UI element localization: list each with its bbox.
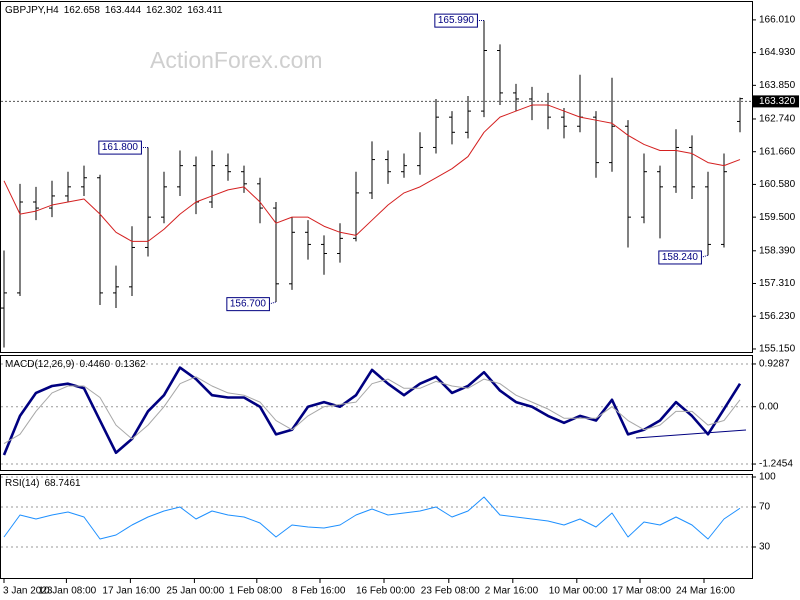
annotation-connector bbox=[700, 254, 709, 258]
header-value: 0.4460 bbox=[79, 359, 110, 370]
panel-title: MACD(12,26,9) bbox=[5, 359, 74, 370]
trend-line bbox=[635, 429, 747, 439]
annotation-label: 158.240 bbox=[662, 252, 699, 263]
y-tick-label: 162.740 bbox=[759, 114, 796, 125]
panel-title: RSI(14) bbox=[5, 478, 39, 489]
y-tick-label: -1.2454 bbox=[759, 459, 793, 470]
y-tick-label: 30 bbox=[759, 542, 771, 553]
x-tick-label: 23 Feb 08:00 bbox=[421, 586, 480, 597]
y-tick-label: 156.230 bbox=[759, 311, 796, 322]
header-value: 163.444 bbox=[105, 5, 142, 16]
annotation-label: 161.800 bbox=[102, 142, 139, 153]
series-line bbox=[3, 104, 741, 242]
panel-header: GBPJPY,H4 162.658 163.444 162.302 163.411 bbox=[5, 5, 223, 16]
rsi-panel-frame bbox=[0, 474, 753, 579]
watermark: ActionForex.com bbox=[150, 47, 323, 73]
y-tick-label: 163.850 bbox=[759, 80, 796, 91]
header-value: 68.7461 bbox=[44, 478, 81, 489]
header-value: 0.1362 bbox=[115, 359, 146, 370]
annotation-label: 156.700 bbox=[230, 299, 267, 310]
x-tick-label: 17 Jan 16:00 bbox=[102, 586, 160, 597]
panel-header: RSI(14) 68.7461 bbox=[5, 478, 81, 489]
header-value: 162.658 bbox=[64, 5, 101, 16]
annotation-label: 165.990 bbox=[438, 15, 475, 26]
y-tick-label: 161.660 bbox=[759, 146, 796, 157]
x-tick-label: 3 Jan 2023 bbox=[3, 586, 53, 597]
x-tick-label: 25 Jan 00:00 bbox=[166, 586, 224, 597]
header-value: 162.302 bbox=[146, 5, 183, 16]
y-tick-label: 164.930 bbox=[759, 47, 796, 58]
header-value: 163.411 bbox=[187, 5, 223, 16]
y-tick-label: 166.010 bbox=[759, 15, 796, 26]
y-tick-label: 100 bbox=[759, 472, 776, 483]
y-tick-label: 159.500 bbox=[759, 212, 796, 223]
y-tick-label: 158.390 bbox=[759, 245, 796, 256]
current-price-label: 163.320 bbox=[759, 96, 796, 107]
y-tick-label: 70 bbox=[759, 502, 771, 513]
series-line bbox=[3, 376, 741, 444]
series-line bbox=[3, 496, 741, 540]
x-tick-label: 24 Mar 16:00 bbox=[676, 586, 735, 597]
y-tick-label: 155.150 bbox=[759, 344, 796, 355]
y-tick-label: 160.580 bbox=[759, 179, 796, 190]
x-tick-label: 8 Feb 16:00 bbox=[292, 586, 346, 597]
y-tick-label: 0.00 bbox=[759, 401, 779, 412]
x-tick-label: 1 Feb 08:00 bbox=[229, 586, 283, 597]
y-tick-label: 0.9287 bbox=[759, 359, 790, 370]
panel-header: MACD(12,26,9) 0.4460 0.1362 bbox=[5, 359, 146, 370]
annotation-connector bbox=[268, 301, 277, 305]
price-panel-frame bbox=[0, 1, 753, 353]
y-tick-label: 157.310 bbox=[759, 278, 796, 289]
x-tick-label: 2 Mar 16:00 bbox=[485, 586, 539, 597]
x-tick-label: 16 Feb 00:00 bbox=[356, 586, 415, 597]
panel-title: GBPJPY,H4 bbox=[5, 5, 59, 16]
current-price-box bbox=[752, 95, 799, 108]
x-tick-label: 10 Mar 00:00 bbox=[549, 586, 608, 597]
macd-panel-frame bbox=[0, 355, 753, 471]
x-tick-label: 17 Mar 08:00 bbox=[612, 586, 671, 597]
x-tick-label: 10 Jan 08:00 bbox=[38, 586, 96, 597]
